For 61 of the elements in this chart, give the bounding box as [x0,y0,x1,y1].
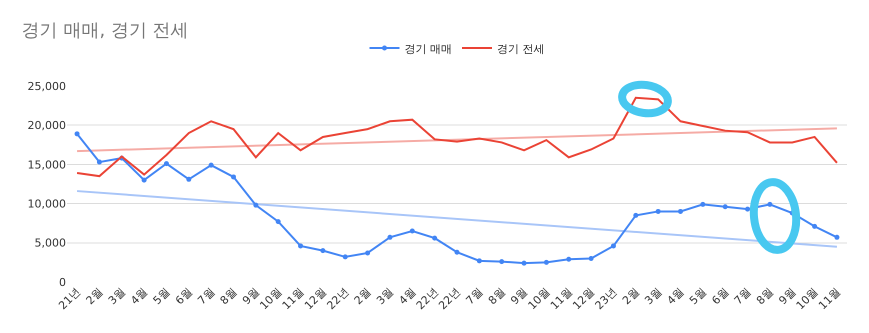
point [767,202,772,207]
y-tick-label: 15,000 [28,158,66,172]
point [387,234,392,240]
point [231,174,236,180]
x-tick-label: 2월 [620,285,642,308]
point [342,254,348,260]
point [544,260,549,265]
x-tick-label: 4월 [128,285,150,308]
legend-label: 경기 매매 [404,42,452,56]
point [566,256,572,262]
x-tick-label: 6월 [709,285,732,308]
point [164,161,169,166]
point [834,234,840,240]
x-tick-label: 3월 [642,285,664,308]
legend-label: 경기 전세 [497,42,544,56]
x-tick-label: 7월 [195,285,218,308]
chart-title: 경기 매매, 경기 전세 [22,20,189,41]
x-tick-label: 3월 [374,285,396,308]
x-tick-label: 5월 [686,285,709,308]
point [610,243,616,248]
x-tick-label: 8월 [754,285,776,308]
y-tick-label: 5,000 [34,236,66,250]
point [74,131,80,136]
x-tick-label: 8월 [218,285,240,308]
point [410,228,415,234]
point [499,259,504,264]
x-tick-label: 7월 [463,285,486,308]
point [454,250,460,255]
y-tick-label: 10,000 [28,197,66,210]
point [812,224,818,229]
x-tick-label: 4월 [664,285,687,308]
point [253,202,258,208]
point [745,206,750,212]
point [142,178,147,183]
point [700,202,706,207]
point [298,243,304,248]
y-tick-label: 25,000 [28,80,66,93]
point [186,176,192,182]
point [96,160,102,165]
point [722,204,728,210]
line-series [76,96,838,178]
point [656,208,661,214]
x-tick-label: 7월 [732,285,754,308]
point [522,260,527,266]
x-tick-label: 2월 [352,285,374,308]
point [588,256,594,261]
point [432,236,438,241]
y-tick-label: 20,000 [28,119,66,132]
point [365,250,370,256]
point [320,248,326,254]
point [633,212,638,218]
point [276,219,281,224]
x-tick-label: 5월 [150,285,172,308]
x-tick-label: 2월 [84,285,106,308]
x-tick-label: 8월 [486,285,508,308]
y-tick-label: 0 [59,276,66,289]
x-tick-label: 6월 [172,285,195,308]
x-tick-label: 3월 [106,285,128,308]
point [208,162,214,168]
point [476,258,482,264]
point [678,208,683,214]
